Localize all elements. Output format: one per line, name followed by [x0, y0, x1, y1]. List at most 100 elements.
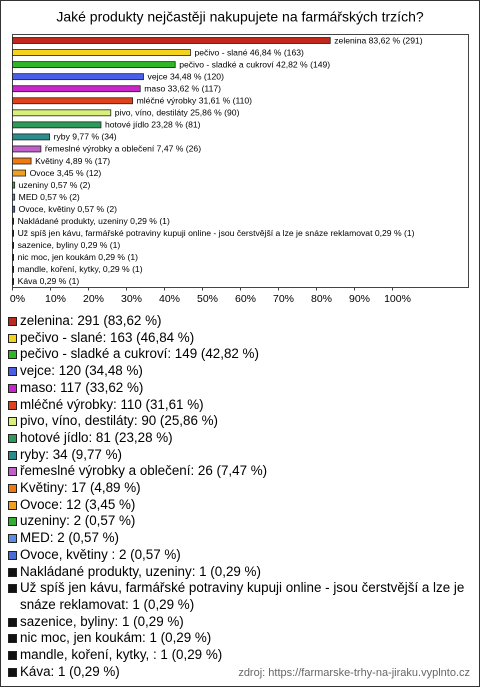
legend-label: maso: 117 (33,62 %) [20, 379, 144, 395]
legend-label: ryby: 34 (9,77 %) [20, 446, 122, 462]
legend-entry: Květiny: 17 (4,89 %) [8, 480, 470, 497]
legend-swatch [8, 651, 17, 661]
x-tick-label: 90% [349, 293, 370, 305]
value-label: maso 33,62 % (117) [144, 83, 221, 93]
bar [12, 109, 112, 117]
value-label: pivo, víno, destiláty 25,86 % (90) [115, 108, 240, 118]
value-label: Květiny 4,89 % (17) [35, 156, 110, 166]
x-tick-label: 0% [10, 293, 25, 305]
x-tick-label: 100% [384, 293, 411, 305]
value-label: uzeniny 0,57 % (2) [19, 180, 91, 190]
bar [12, 133, 51, 141]
x-tick-label: 60% [235, 293, 256, 305]
legend-label: MED: 2 (0,57 %) [20, 530, 119, 546]
legend-entry: pivo, víno, destiláty: 90 (25,86 %) [8, 413, 470, 430]
legend-swatch [8, 450, 17, 460]
value-label: vejce 34,48 % (120) [148, 71, 225, 81]
legend-entry: Ovoce, květiny : 2 (0,57 %) [8, 547, 470, 564]
legend-swatch [8, 400, 17, 410]
legend-swatch [8, 617, 17, 627]
legend-label: mandle, koření, kytky, : 1 (0,29 %) [20, 647, 223, 663]
bar [12, 145, 42, 153]
legend-entry: Ovoce: 12 (3,45 %) [8, 497, 470, 514]
legend-label: zelenina: 291 (83,62 %) [20, 313, 162, 328]
bar [12, 49, 191, 56]
legend-label: mléčné výrobky: 110 (31,61 %) [20, 396, 204, 412]
bar [12, 169, 27, 177]
legend-swatch [8, 667, 17, 677]
value-label: Ovoce, květiny 0,57 % (2) [19, 204, 118, 214]
legend-label: Květiny: 17 (4,89 %) [20, 480, 141, 496]
bar [12, 241, 15, 249]
legend-entry: hotové jídlo: 81 (23,28 %) [8, 430, 470, 447]
bar [12, 278, 15, 285]
legend-entry: maso: 117 (33,62 %) [8, 380, 470, 397]
legend-swatch [8, 550, 17, 560]
x-tick-label: 20% [83, 293, 104, 305]
x-tick-label: 10% [45, 293, 66, 305]
x-tick-label: 50% [197, 293, 218, 305]
legend-label: řemeslné výrobky a oblečení: 26 (7,47 %) [20, 463, 268, 479]
legend-swatch [8, 500, 17, 510]
legend-swatch [8, 317, 17, 326]
legend-label: Ovoce, květiny : 2 (0,57 %) [20, 546, 181, 562]
legend-label: pečivo - slané: 163 (46,84 %) [20, 329, 195, 345]
bar [12, 193, 16, 201]
legend-swatch [8, 350, 17, 360]
legend-entry: zelenina: 291 (83,62 %) [8, 313, 470, 330]
legend-label: uzeniny: 2 (0,57 %) [20, 513, 136, 529]
legend-label: pečivo - sladké a cukroví: 149 (42,82 %) [20, 346, 259, 362]
legend-entry: Káva: 1 (0,29 %) [8, 664, 470, 681]
value-label: Káva 0,29 % (1) [18, 276, 80, 286]
bar [12, 253, 15, 261]
legend-swatch [8, 417, 17, 427]
chart-title: Jaké produkty nejčastěji nakupujete na f… [56, 9, 424, 25]
legend-swatch [8, 383, 17, 393]
legend-entry: sazenice, byliny: 1 (0,29 %) [8, 614, 470, 631]
legend-swatch [8, 584, 17, 594]
legend: zelenina: 291 (83,62 %) pečivo - slané: 1… [8, 313, 470, 680]
bar [12, 205, 16, 213]
legend-swatch [8, 484, 17, 494]
legend-label: hotové jídlo: 81 (23,28 %) [20, 429, 173, 445]
value-label: hotové jídlo 23,28 % (81) [105, 120, 201, 130]
x-tick-label: 30% [121, 293, 142, 305]
source: zdroj: https://farmarske-trhy-na-jiraku.… [238, 667, 470, 679]
value-label: pečivo - slané 46,84 % (163) [194, 47, 304, 57]
legend-entry: vejce: 120 (34,48 %) [8, 363, 470, 380]
value-label: nic moc, jen koukám 0,29 % (1) [18, 252, 139, 262]
legend-entry: pečivo - slané: 163 (46,84 %) [8, 330, 470, 347]
legend-label: Nakládané produkty, uzeniny: 1 (0,29 %) [20, 563, 261, 579]
legend-entry: nic moc, jen koukám: 1 (0,29 %) [8, 630, 470, 647]
legend-entry: ryby: 34 (9,77 %) [8, 447, 470, 464]
legend-entry: mléčné výrobky: 110 (31,61 %) [8, 397, 470, 414]
bar [12, 37, 331, 44]
legend-label: pivo, víno, destiláty: 90 (25,86 %) [20, 413, 218, 429]
legend-swatch [8, 433, 17, 443]
value-label: pečivo - sladké a cukroví 42,82 % (149) [179, 59, 330, 69]
bar [12, 121, 102, 129]
bar [12, 97, 134, 105]
bar [12, 266, 15, 273]
legend-swatch [8, 517, 17, 527]
legend-entry: Nakládané produkty, uzeniny: 1 (0,29 %) [8, 564, 470, 581]
legend-swatch [8, 634, 17, 644]
legend-label: Ovoce: 12 (3,45 %) [20, 496, 136, 512]
value-label: MED 0,57 % (2) [19, 192, 80, 202]
bar [12, 229, 15, 237]
value-label: mandle, koření, kytky, 0,29 % (1) [18, 264, 143, 274]
value-label: mléčné výrobky 31,61 % (110) [137, 96, 253, 106]
legend-entry: řemeslné výrobky a oblečení: 26 (7,47 %) [8, 463, 470, 480]
legend-entry: pečivo - sladké a cukroví: 149 (42,82 %) [8, 346, 470, 363]
bar [12, 217, 15, 225]
bar [12, 61, 176, 69]
legend-label: sazenice, byliny: 1 (0,29 %) [20, 613, 184, 629]
legend-entry: MED: 2 (0,57 %) [8, 530, 470, 547]
value-label: zelenina 83,62 % (291) [334, 35, 423, 45]
legend-swatch [8, 534, 17, 544]
legend-swatch [8, 367, 17, 377]
legend-entry: mandle, koření, kytky, : 1 (0,29 %) [8, 647, 470, 664]
legend-label: Káva: 1 (0,29 %) [20, 663, 120, 679]
